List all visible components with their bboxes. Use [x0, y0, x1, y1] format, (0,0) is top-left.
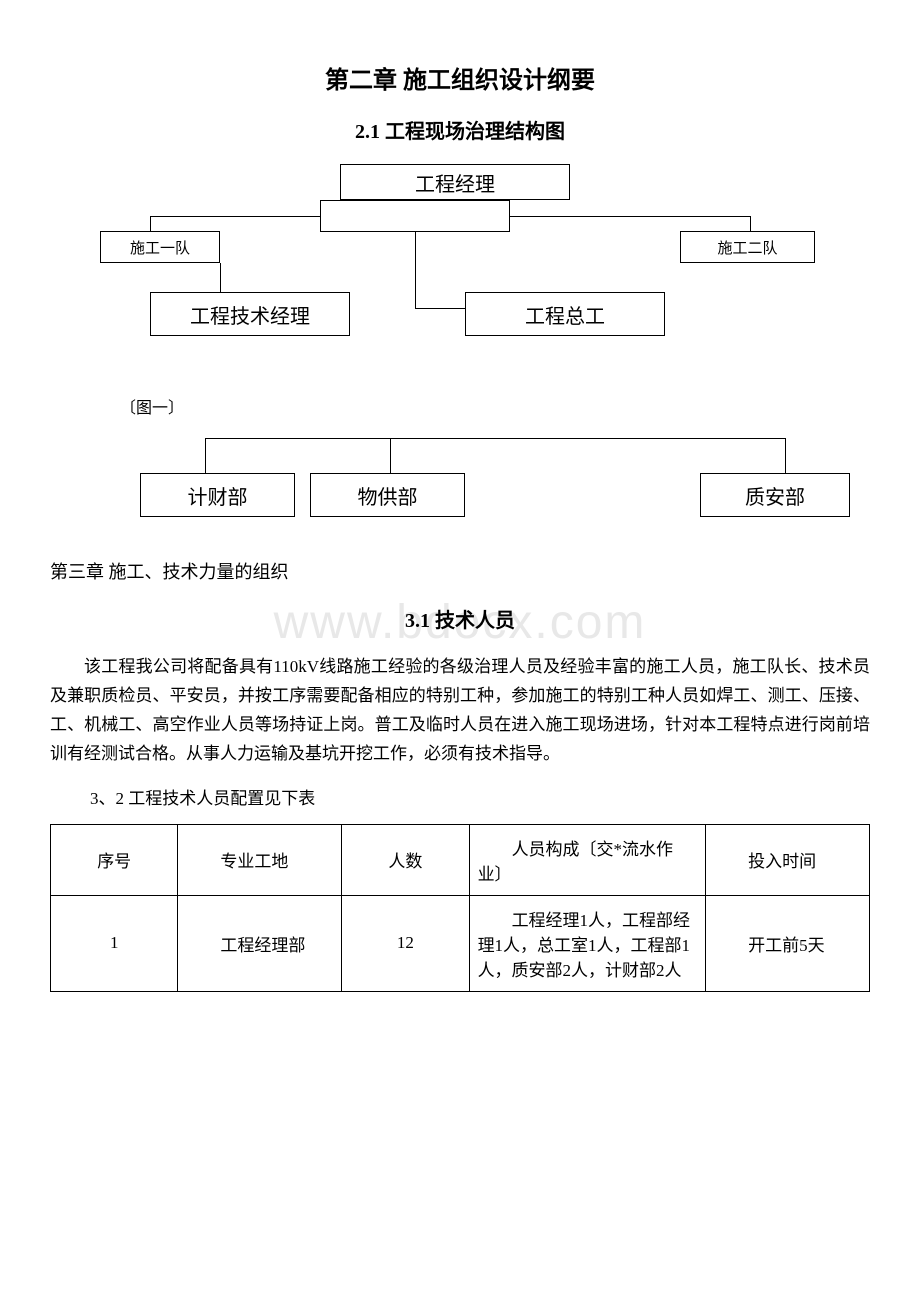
diagram1-caption: 〔图一〕	[120, 394, 870, 418]
box-team2: 施工二队	[680, 231, 815, 263]
td-timing: 开工前5天	[706, 895, 870, 991]
connector-v2	[750, 216, 751, 231]
box-team1: 施工一队	[100, 231, 220, 263]
connector-v1	[150, 216, 151, 231]
box-supply: 物供部	[310, 473, 465, 517]
box-project-manager-sub	[320, 200, 510, 232]
td-seq: 1	[51, 895, 178, 991]
d2-v2	[390, 438, 391, 473]
td-count: 12	[342, 895, 469, 991]
box-tech-manager: 工程技术经理	[150, 292, 350, 336]
connector-h1	[150, 216, 320, 217]
paragraph-31: 该工程我公司将配备具有110kV线路施工经验的各级治理人员及经验丰富的施工人员，…	[50, 653, 870, 769]
org-chart-2: 计财部 物供部 质安部	[70, 438, 850, 528]
d2-v1	[205, 438, 206, 473]
personnel-table: 序号 专业工地 人数 人员构成〔交*流水作业〕 投入时间 1 工程经理部 12 …	[50, 824, 870, 992]
table32-caption: 3、2 工程技术人员配置见下表	[90, 784, 870, 809]
th-specialty: 专业工地	[178, 824, 342, 895]
td-specialty: 工程经理部	[178, 895, 342, 991]
box-finance: 计财部	[140, 473, 295, 517]
connector-h4	[415, 308, 465, 309]
d2-v3	[785, 438, 786, 473]
th-timing: 投入时间	[706, 824, 870, 895]
th-composition: 人员构成〔交*流水作业〕	[469, 824, 706, 895]
org-chart-1: 工程经理 施工一队 施工二队 工程技术经理 工程总工	[70, 164, 850, 364]
table-header-row: 序号 专业工地 人数 人员构成〔交*流水作业〕 投入时间	[51, 824, 870, 895]
td-composition: 工程经理1人，工程部经理1人，总工室1人，工程部1人，质安部2人，计财部2人	[469, 895, 706, 991]
th-count: 人数	[342, 824, 469, 895]
th-seq: 序号	[51, 824, 178, 895]
chapter2-title: 第二章 施工组织设计纲要	[50, 60, 870, 95]
box-chief-engineer: 工程总工	[465, 292, 665, 336]
chapter3-title: 第三章 施工、技术力量的组织	[50, 558, 870, 584]
connector-v4	[415, 232, 416, 308]
table-row: 1 工程经理部 12 工程经理1人，工程部经理1人，总工室1人，工程部1人，质安…	[51, 895, 870, 991]
box-quality-safety: 质安部	[700, 473, 850, 517]
section21-title: 2.1 工程现场治理结构图	[50, 115, 870, 144]
section31-title: 3.1 技术人员	[50, 604, 870, 633]
d2-hline-top	[205, 438, 785, 439]
box-project-manager-top: 工程经理	[340, 164, 570, 200]
connector-h2	[510, 216, 750, 217]
